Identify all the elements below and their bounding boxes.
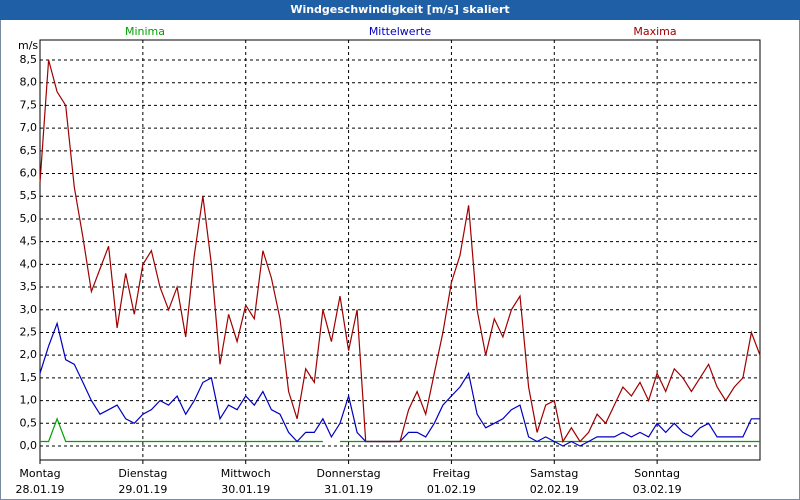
- plot-frame: [39, 39, 761, 461]
- y-tick-label: 7,5: [20, 98, 38, 111]
- x-tick-label: Mittwoch: [221, 467, 271, 480]
- series-line: [40, 417, 760, 443]
- y-tick-label: 6,5: [20, 144, 38, 157]
- y-tick-label: 4,5: [20, 235, 38, 248]
- y-tick-label: 8,5: [20, 53, 38, 66]
- y-tick-label: 5,0: [20, 212, 38, 225]
- x-tick-label: Dienstag: [118, 467, 167, 480]
- y-tick-label: 7,0: [20, 121, 38, 134]
- y-tick-label: 2,0: [20, 348, 38, 361]
- x-tick-label: 30.01.19: [221, 483, 270, 496]
- y-tick-label: 4,0: [20, 257, 38, 270]
- y-tick-label: 0,0: [20, 439, 38, 452]
- x-tick-label: Sonntag: [634, 467, 680, 480]
- y-tick-label: 2,5: [20, 325, 38, 338]
- x-tick-label: 02.02.19: [530, 483, 579, 496]
- x-tick-label: Donnerstag: [316, 467, 380, 480]
- y-tick-label: 6,0: [20, 167, 38, 180]
- x-tick-label: Freitag: [433, 467, 471, 480]
- x-tick-label: Samstag: [530, 467, 578, 480]
- y-tick-label: 0,5: [20, 416, 38, 429]
- y-tick-label: 1,0: [20, 394, 38, 407]
- legend-entry: Minima: [125, 25, 165, 38]
- y-tick-label: 3,5: [20, 280, 38, 293]
- x-tick-label: Montag: [19, 467, 60, 480]
- legend-entry: Maxima: [633, 25, 676, 38]
- y-axis-label: m/s: [18, 39, 38, 52]
- x-tick-label: 28.01.19: [16, 483, 65, 496]
- x-tick-label: 01.02.19: [427, 483, 476, 496]
- title-bar: [0, 0, 800, 20]
- y-tick-label: 5,5: [20, 189, 38, 202]
- y-tick-label: 3,0: [20, 303, 38, 316]
- y-tick-label: 8,0: [20, 76, 38, 89]
- chart-title: Windgeschwindigkeit [m/s] skaliert: [290, 3, 509, 16]
- x-tick-label: 31.01.19: [324, 483, 373, 496]
- legend-entry: Mittelwerte: [369, 25, 432, 38]
- series-line: [39, 59, 761, 444]
- x-tick-label: 03.02.19: [633, 483, 682, 496]
- x-tick-label: 29.01.19: [118, 483, 167, 496]
- y-tick-label: 1,5: [20, 371, 38, 384]
